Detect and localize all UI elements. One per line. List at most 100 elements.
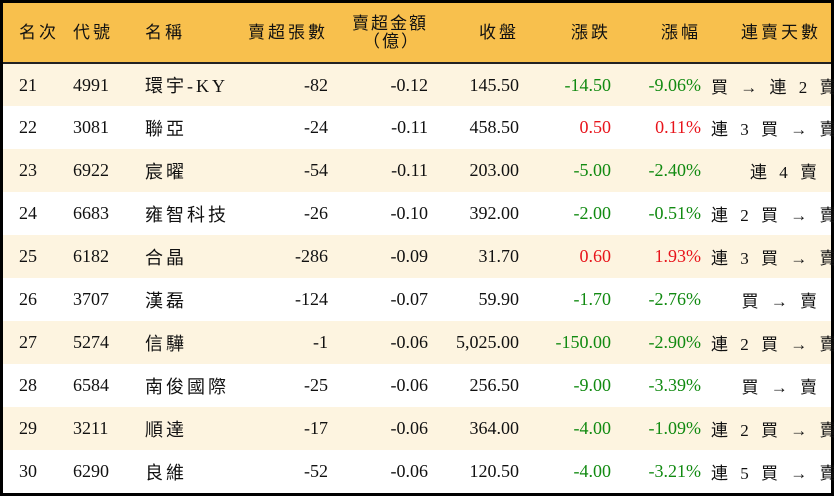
table-row: 24 6683 雍智科技 -26 -0.10 392.00 -2.00 -0.5… <box>3 192 834 235</box>
code-cell: 5274 <box>73 332 109 352</box>
change-pct-cell: -1.09% <box>648 418 702 438</box>
change-cell: -9.00 <box>573 375 612 395</box>
sell-amount-cell: -0.12 <box>390 74 429 95</box>
streak-cell: 買 → 連 2 賣 <box>711 77 834 97</box>
close-cell: 59.90 <box>478 289 520 309</box>
table-row: 29 3211 順達 -17 -0.06 364.00 -4.00 -1.09%… <box>3 407 834 450</box>
header-streak: 連賣天數 <box>741 22 821 42</box>
rank-cell: 21 <box>19 74 37 95</box>
name-cell: 雍智科技 <box>145 204 229 225</box>
streak-cell: 連 2 買 → 賣 <box>711 421 834 440</box>
change-pct-cell: -9.06% <box>648 74 702 95</box>
code-cell: 6182 <box>73 246 109 266</box>
table-row: 23 6922 宸曜 -54 -0.11 203.00 -5.00 -2.40%… <box>3 149 831 192</box>
sell-amount-cell: -0.06 <box>390 418 429 438</box>
header-change: 漲跌 <box>571 22 611 42</box>
rank-cell: 29 <box>19 418 37 438</box>
code-cell: 6922 <box>73 160 109 180</box>
sell-amount-cell: -0.11 <box>391 160 428 180</box>
rank-cell: 27 <box>19 332 37 352</box>
rank-cell: 23 <box>19 160 37 180</box>
close-cell: 31.70 <box>478 246 520 266</box>
code-cell: 6584 <box>73 375 109 395</box>
rank-cell: 25 <box>19 246 37 266</box>
change-cell: -4.00 <box>573 461 612 481</box>
close-cell: 256.50 <box>469 375 520 395</box>
close-cell: 203.00 <box>469 160 520 180</box>
name-cell: 環宇-KY <box>145 76 228 96</box>
code-cell: 4991 <box>73 74 109 95</box>
change-cell: -2.00 <box>573 203 612 223</box>
sell-lots-cell: -124 <box>295 289 328 309</box>
sell-amount-cell: -0.06 <box>390 375 429 395</box>
close-cell: 458.50 <box>469 117 520 137</box>
name-cell: 信驊 <box>145 333 187 354</box>
rank-cell: 22 <box>19 117 37 137</box>
header-sell-amount-line2: （億） <box>363 31 420 51</box>
streak-cell: 買 → 賣 <box>741 292 821 311</box>
sell-amount-cell: -0.09 <box>390 246 429 266</box>
change-cell: -4.00 <box>573 418 612 438</box>
header-sell-amount: 賣超金額 （億） <box>338 3 438 63</box>
name-cell: 聯亞 <box>145 118 187 139</box>
table-row: 22 3081 聯亞 -24 -0.11 458.50 0.50 0.11% 連… <box>3 106 834 149</box>
sell-amount-cell: -0.07 <box>390 289 429 309</box>
change-cell: -1.70 <box>573 289 612 309</box>
streak-cell: 連 2 買 → 賣 <box>711 206 834 225</box>
header-sell-amount-line1: 賣超金額 <box>352 13 428 33</box>
table-row: 27 5274 信驊 -1 -0.06 5,025.00 -150.00 -2.… <box>3 321 834 364</box>
rank-cell: 24 <box>19 203 37 223</box>
change-pct-cell: 1.93% <box>654 246 702 266</box>
header-name: 名稱 <box>145 22 185 42</box>
change-pct-cell: -3.21% <box>648 461 702 481</box>
sell-lots-cell: -17 <box>304 418 328 438</box>
sell-amount-cell: -0.10 <box>390 203 429 223</box>
change-pct-cell: -2.40% <box>648 160 702 180</box>
table-body: 21 4991 環宇-KY -82 -0.12 145.50 -14.50 -9… <box>3 63 834 493</box>
sell-lots-cell: -26 <box>304 203 328 223</box>
code-cell: 3081 <box>73 117 109 137</box>
close-cell: 5,025.00 <box>456 332 519 352</box>
code-cell: 3211 <box>73 418 109 438</box>
header-code: 代號 <box>73 22 113 42</box>
streak-cell: 買 → 賣 <box>741 378 821 397</box>
table-row: 26 3707 漢磊 -124 -0.07 59.90 -1.70 -2.76%… <box>3 278 831 321</box>
change-cell: 0.50 <box>579 117 612 137</box>
streak-cell: 連 3 買 → 賣 <box>711 249 834 268</box>
close-cell: 392.00 <box>469 203 520 223</box>
sell-lots-cell: -25 <box>304 375 328 395</box>
name-cell: 良維 <box>145 462 187 483</box>
code-cell: 3707 <box>73 289 109 309</box>
change-pct-cell: -2.90% <box>648 332 702 352</box>
table-row: 28 6584 南俊國際 -25 -0.06 256.50 -9.00 -3.3… <box>3 364 831 407</box>
table-row: 30 6290 良維 -52 -0.06 120.50 -4.00 -3.21%… <box>3 450 834 493</box>
code-cell: 6290 <box>73 461 109 481</box>
close-cell: 145.50 <box>469 74 520 95</box>
close-cell: 364.00 <box>469 418 520 438</box>
net-sell-ranking-table: 名次 代號 名稱 賣超張數 賣超金額 （億） 收盤 漲跌 漲幅 連賣天數 21 … <box>3 3 834 493</box>
header-change-pct: 漲幅 <box>661 22 701 42</box>
sell-lots-cell: -24 <box>304 117 328 137</box>
code-cell: 6683 <box>73 203 109 223</box>
sell-lots-cell: -286 <box>295 246 328 266</box>
change-pct-cell: 0.11% <box>655 117 701 137</box>
table-header-row: 名次 代號 名稱 賣超張數 賣超金額 （億） 收盤 漲跌 漲幅 連賣天數 <box>3 3 831 63</box>
change-pct-cell: -0.51% <box>648 203 702 223</box>
rank-cell: 28 <box>19 375 37 395</box>
streak-cell: 連 3 買 → 賣 <box>711 120 834 139</box>
table-row: 25 6182 合晶 -286 -0.09 31.70 0.60 1.93% 連… <box>3 235 834 278</box>
name-cell: 南俊國際 <box>145 376 229 397</box>
rank-cell: 26 <box>19 289 37 309</box>
change-pct-cell: -2.76% <box>648 289 702 309</box>
sell-lots-cell: -82 <box>304 74 328 95</box>
sell-lots-cell: -1 <box>313 332 328 352</box>
name-cell: 合晶 <box>145 247 187 268</box>
streak-cell: 連 2 買 → 賣 <box>711 335 834 354</box>
sell-amount-cell: -0.06 <box>390 461 429 481</box>
change-cell: 0.60 <box>579 246 612 266</box>
sell-amount-cell: -0.11 <box>391 117 428 137</box>
name-cell: 順達 <box>145 419 187 440</box>
rank-cell: 30 <box>19 461 37 481</box>
sell-amount-cell: -0.06 <box>390 332 429 352</box>
